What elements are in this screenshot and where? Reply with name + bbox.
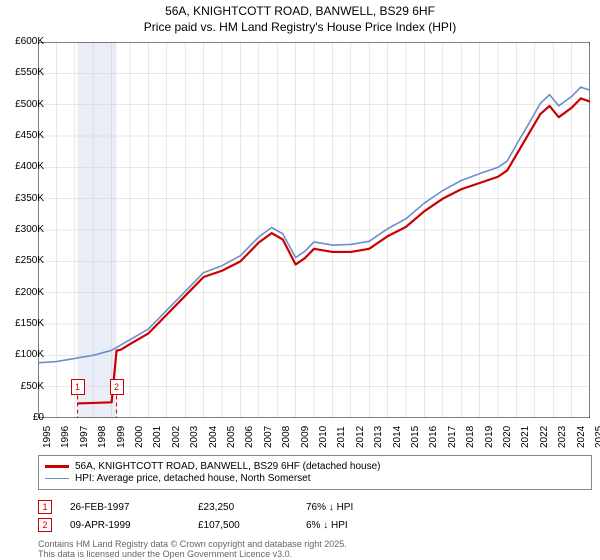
x-tick-label: 2006 xyxy=(244,426,255,448)
transaction-date: 26-FEB-1997 xyxy=(70,502,180,513)
x-tick-label: 2021 xyxy=(520,426,531,448)
x-tick-label: 2015 xyxy=(410,426,421,448)
title-line-2: Price paid vs. HM Land Registry's House … xyxy=(0,20,600,36)
transaction-price: £107,500 xyxy=(198,520,288,531)
x-tick-label: 2000 xyxy=(134,426,145,448)
legend-swatch xyxy=(45,465,69,467)
title-line-1: 56A, KNIGHTCOTT ROAD, BANWELL, BS29 6HF xyxy=(0,4,600,20)
chart-marker-1: 1 xyxy=(71,379,85,395)
legend-item: HPI: Average price, detached house, Nort… xyxy=(45,473,585,484)
legend-label: 56A, KNIGHTCOTT ROAD, BANWELL, BS29 6HF … xyxy=(75,461,380,472)
x-tick-label: 2007 xyxy=(263,426,274,448)
transaction-delta: 6% ↓ HPI xyxy=(306,520,396,531)
x-tick-label: 1995 xyxy=(42,426,53,448)
credit-text: Contains HM Land Registry data © Crown c… xyxy=(38,539,347,559)
x-tick-label: 2004 xyxy=(208,426,219,448)
x-tick-label: 1998 xyxy=(97,426,108,448)
legend-item: 56A, KNIGHTCOTT ROAD, BANWELL, BS29 6HF … xyxy=(45,461,585,472)
x-tick-label: 2008 xyxy=(281,426,292,448)
x-tick-label: 2012 xyxy=(355,426,366,448)
legend-swatch xyxy=(45,478,69,480)
legend: 56A, KNIGHTCOTT ROAD, BANWELL, BS29 6HF … xyxy=(38,455,592,490)
x-tick-label: 1996 xyxy=(60,426,71,448)
transaction-price: £23,250 xyxy=(198,502,288,513)
x-tick-label: 2010 xyxy=(318,426,329,448)
x-tick-label: 2013 xyxy=(373,426,384,448)
chart-container: 56A, KNIGHTCOTT ROAD, BANWELL, BS29 6HF … xyxy=(0,0,600,560)
y-tick-label: £50K xyxy=(4,381,44,392)
transaction-marker: 1 xyxy=(38,500,52,514)
chart-plot-area: 12 xyxy=(38,42,590,418)
x-tick-label: 2018 xyxy=(465,426,476,448)
x-tick-label: 2024 xyxy=(576,426,587,448)
x-tick-label: 1999 xyxy=(116,426,127,448)
y-tick-label: £450K xyxy=(4,130,44,141)
x-tick-label: 2011 xyxy=(336,426,347,448)
y-tick-label: £300K xyxy=(4,224,44,235)
chart-svg xyxy=(38,42,590,418)
y-tick-label: £550K xyxy=(4,67,44,78)
x-tick-label: 2001 xyxy=(152,426,163,448)
credit-line-1: Contains HM Land Registry data © Crown c… xyxy=(38,539,347,549)
x-tick-label: 2016 xyxy=(428,426,439,448)
y-tick-label: £150K xyxy=(4,318,44,329)
chart-title: 56A, KNIGHTCOTT ROAD, BANWELL, BS29 6HF … xyxy=(0,0,600,35)
legend-label: HPI: Average price, detached house, Nort… xyxy=(75,473,311,484)
x-tick-label: 2005 xyxy=(226,426,237,448)
y-tick-label: £600K xyxy=(4,36,44,47)
credit-line-2: This data is licensed under the Open Gov… xyxy=(38,549,347,559)
x-tick-label: 2022 xyxy=(539,426,550,448)
y-tick-label: £500K xyxy=(4,99,44,110)
transaction-row: 2 09-APR-1999 £107,500 6% ↓ HPI xyxy=(38,516,396,534)
x-tick-label: 2017 xyxy=(447,426,458,448)
x-tick-label: 1997 xyxy=(79,426,90,448)
y-tick-label: £0 xyxy=(4,412,44,423)
x-tick-label: 2020 xyxy=(502,426,513,448)
chart-marker-2: 2 xyxy=(110,379,124,395)
x-tick-label: 2003 xyxy=(189,426,200,448)
transaction-date: 09-APR-1999 xyxy=(70,520,180,531)
x-tick-label: 2014 xyxy=(392,426,403,448)
y-tick-label: £350K xyxy=(4,193,44,204)
transaction-delta: 76% ↓ HPI xyxy=(306,502,396,513)
x-tick-label: 2019 xyxy=(484,426,495,448)
x-tick-label: 2025 xyxy=(594,426,600,448)
y-tick-label: £200K xyxy=(4,287,44,298)
x-tick-label: 2009 xyxy=(300,426,311,448)
transaction-table: 1 26-FEB-1997 £23,250 76% ↓ HPI 2 09-APR-1999… xyxy=(38,498,396,534)
transaction-marker: 2 xyxy=(38,518,52,532)
x-tick-label: 2023 xyxy=(557,426,568,448)
y-tick-label: £100K xyxy=(4,349,44,360)
y-tick-label: £400K xyxy=(4,161,44,172)
transaction-row: 1 26-FEB-1997 £23,250 76% ↓ HPI xyxy=(38,498,396,516)
y-tick-label: £250K xyxy=(4,255,44,266)
x-tick-label: 2002 xyxy=(171,426,182,448)
